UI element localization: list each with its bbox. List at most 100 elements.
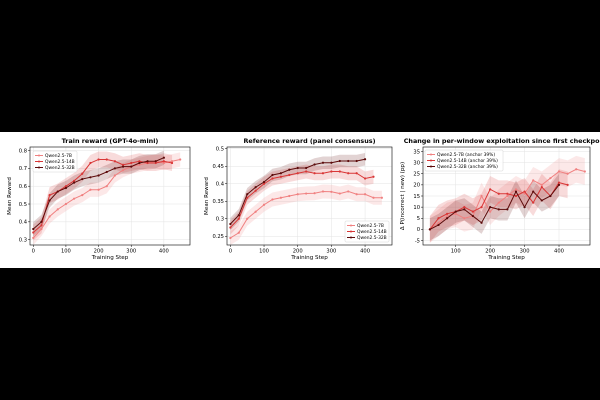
- data-point: [113, 167, 116, 170]
- y-tick-label: 0.5: [216, 147, 224, 153]
- data-point: [130, 165, 133, 168]
- y-tick-label: 0.7: [19, 166, 27, 172]
- data-point: [40, 224, 43, 227]
- series-line: [429, 184, 560, 230]
- data-point: [229, 236, 232, 240]
- data-point: [130, 161, 133, 165]
- x-tick-label: 200: [94, 249, 104, 255]
- data-point: [113, 174, 116, 177]
- data-point: [363, 177, 367, 180]
- data-point: [305, 170, 308, 173]
- data-point: [64, 185, 68, 188]
- y-tick-label: 15: [413, 194, 420, 200]
- data-point: [313, 172, 316, 175]
- data-point: [549, 194, 552, 198]
- data-point: [497, 201, 500, 204]
- y-tick-label: 0: [417, 227, 420, 233]
- data-point: [489, 206, 492, 209]
- data-point: [437, 217, 440, 220]
- data-point: [48, 215, 51, 218]
- legend-marker: [38, 166, 40, 169]
- data-point: [154, 161, 157, 165]
- data-point: [97, 174, 100, 177]
- data-point: [162, 160, 165, 163]
- legend-marker: [430, 159, 432, 162]
- data-point: [279, 196, 282, 199]
- chart-panel-2: 0 100 200 300 400 0.25 0.3 0.35 0.4 0.45 0.5 Refere…: [204, 137, 393, 261]
- legend-box: [424, 149, 504, 172]
- data-point: [72, 181, 76, 184]
- y-axis-label: Mean Reward: [204, 177, 210, 215]
- data-point: [40, 220, 43, 223]
- data-point: [113, 160, 116, 163]
- series-band: [230, 184, 382, 245]
- data-point: [296, 193, 299, 196]
- legend-box: [344, 220, 390, 243]
- series-band: [429, 155, 585, 243]
- data-point: [321, 161, 325, 164]
- data-point: [296, 166, 299, 170]
- data-point: [540, 185, 543, 189]
- figure: 0 100 200 300 400 0.3 0.4 0.5 0.6 0.7 0.8 Train rew…: [0, 132, 600, 268]
- legend-label: Qwen2.5-14B: [45, 159, 75, 165]
- data-point: [497, 208, 500, 211]
- data-point: [355, 172, 358, 175]
- legend-label: Qwen2.5-32B (anchor 39%): [437, 164, 498, 170]
- y-tick-label: 0.3: [216, 217, 224, 223]
- data-point: [523, 192, 526, 195]
- data-point: [121, 163, 125, 166]
- data-point: [313, 163, 316, 166]
- data-point: [288, 173, 291, 177]
- x-tick-label: 300: [326, 249, 336, 255]
- data-point: [489, 210, 492, 213]
- data-point: [514, 190, 518, 193]
- legend-label: Qwen2.5-14B (anchor 39%): [437, 158, 498, 164]
- legend-marker: [350, 224, 352, 227]
- y-tick-label: 35: [413, 149, 420, 155]
- data-point: [446, 214, 449, 218]
- data-point: [229, 226, 232, 229]
- y-axis-label: Mean Reward: [7, 177, 13, 215]
- data-point: [557, 170, 561, 173]
- data-point: [575, 168, 578, 171]
- data-point: [566, 183, 569, 186]
- y-tick-label: 0.3: [19, 237, 27, 243]
- x-tick-label: 0: [229, 249, 232, 255]
- data-point: [454, 210, 457, 213]
- data-point: [138, 163, 141, 166]
- data-point: [506, 192, 509, 195]
- y-tick-label: 0.5: [19, 202, 27, 208]
- data-point: [305, 166, 308, 170]
- data-point: [347, 172, 350, 175]
- legend-label: Qwen2.5-32B: [45, 165, 75, 171]
- data-point: [532, 201, 535, 204]
- data-point: [237, 214, 240, 217]
- y-axis-label: Δ P(incorrect | new) (pp): [400, 162, 406, 230]
- data-point: [146, 161, 149, 165]
- legend-marker: [38, 160, 40, 163]
- data-point: [347, 190, 350, 193]
- chart-panel-1: 0 100 200 300 400 0.3 0.4 0.5 0.6 0.7 0.8 Train rew…: [7, 137, 191, 261]
- data-point: [32, 231, 35, 234]
- data-point: [97, 188, 100, 191]
- data-point: [105, 185, 108, 188]
- legend-label: Qwen2.5-14B: [357, 229, 387, 235]
- data-point: [514, 188, 518, 191]
- chart-title: Train reward (GPT-4o-mini): [62, 137, 159, 145]
- data-point: [32, 227, 35, 231]
- legend: Qwen2.5-7B (anchor 39%)Qwen2.5-14B (anch…: [424, 149, 504, 172]
- data-point: [237, 231, 240, 234]
- x-tick-label: 400: [360, 249, 370, 255]
- data-point: [506, 194, 509, 198]
- x-tick-label: 200: [293, 249, 303, 255]
- data-point: [121, 169, 125, 172]
- series-line: [32, 158, 173, 233]
- data-point: [48, 199, 51, 202]
- legend-marker: [38, 154, 40, 157]
- data-point: [480, 221, 483, 224]
- data-point: [355, 159, 358, 163]
- data-point: [246, 196, 249, 199]
- data-point: [162, 156, 165, 159]
- x-tick-label: 300: [126, 249, 136, 255]
